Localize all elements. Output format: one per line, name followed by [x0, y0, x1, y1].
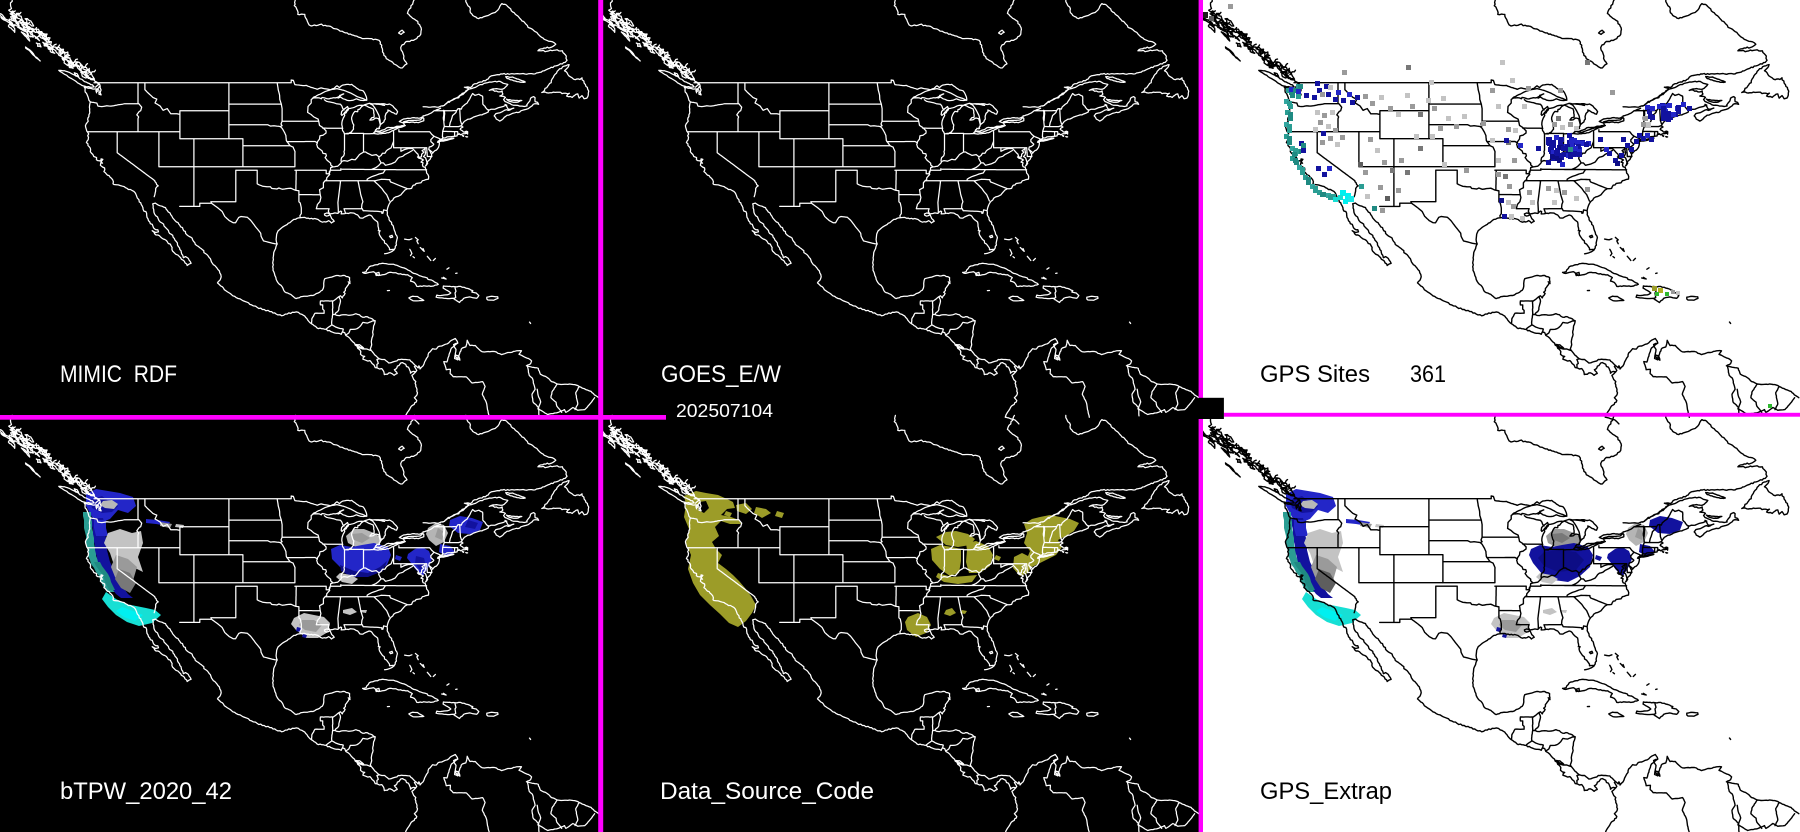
svg-text:GPS_Extrap: GPS_Extrap: [1260, 778, 1392, 805]
svg-text:361: 361: [1410, 361, 1446, 388]
svg-text:Data_Source_Code: Data_Source_Code: [660, 778, 874, 805]
svg-text:bTPW_2020_42: bTPW_2020_42: [60, 778, 232, 805]
svg-text:GPS Sites: GPS Sites: [1260, 361, 1370, 388]
svg-text:GOES_E/W: GOES_E/W: [661, 361, 781, 388]
svg-text:MIMIC RDF: MIMIC RDF: [60, 361, 177, 388]
svg-text:202507104: 202507104: [676, 400, 773, 421]
